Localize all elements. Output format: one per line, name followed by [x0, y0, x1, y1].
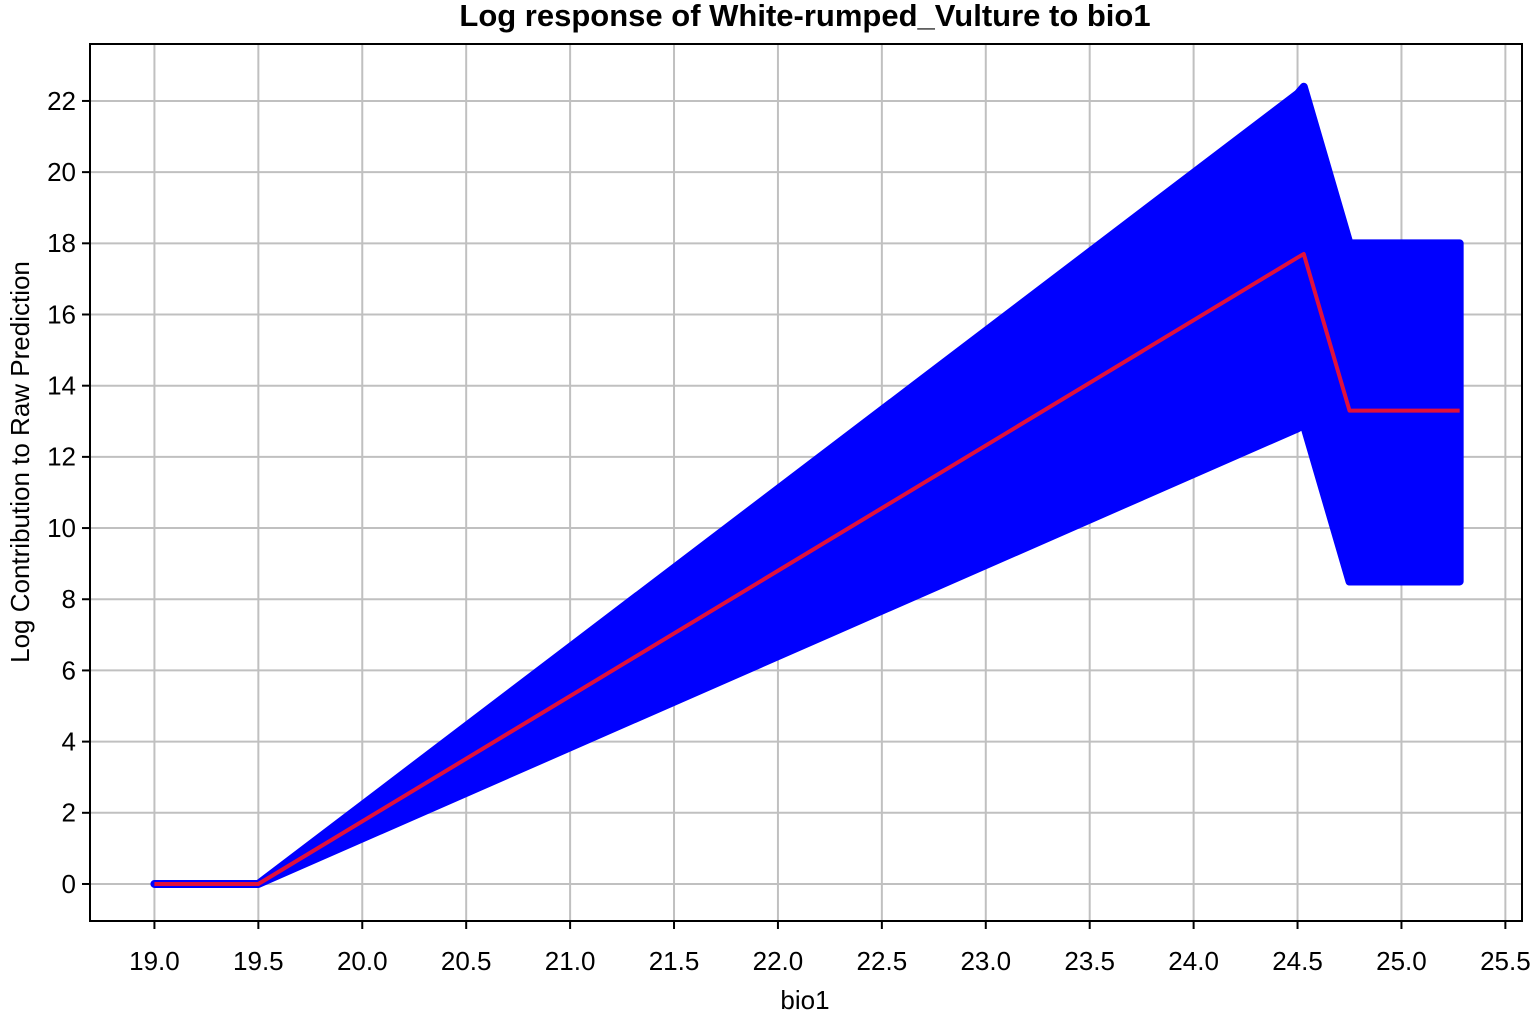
- y-tick-label: 6: [62, 655, 76, 685]
- y-tick-label: 0: [62, 869, 76, 899]
- y-tick-label: 20: [47, 157, 76, 187]
- x-tick-label: 25.5: [1480, 946, 1531, 976]
- x-tick-label: 20.0: [337, 946, 388, 976]
- x-tick-label: 19.5: [233, 946, 284, 976]
- y-tick-label: 12: [47, 442, 76, 472]
- chart-title: Log response of White-rumped_Vulture to …: [459, 0, 1150, 33]
- confidence-band: [150, 82, 1464, 888]
- x-tick-label: 25.0: [1376, 946, 1427, 976]
- x-tick-label: 19.0: [129, 946, 180, 976]
- y-tick-label: 10: [47, 513, 76, 543]
- y-tick-label: 22: [47, 86, 76, 116]
- x-tick-label: 24.0: [1168, 946, 1219, 976]
- plot-frame: [89, 43, 1523, 922]
- x-tick-label: 21.0: [545, 946, 596, 976]
- x-tick-label: 23.5: [1064, 946, 1115, 976]
- y-tick-label: 14: [47, 371, 76, 401]
- response-line: [154, 251, 1460, 886]
- x-tick-label: 21.5: [649, 946, 700, 976]
- y-tick-label: 4: [62, 726, 76, 756]
- x-tick-label: 24.5: [1272, 946, 1323, 976]
- x-axis-label: bio1: [780, 985, 829, 1015]
- y-tick-label: 18: [47, 228, 76, 258]
- x-tick-label: 22.5: [857, 946, 908, 976]
- y-axis-label: Log Contribution to Raw Prediction: [5, 261, 35, 663]
- y-tick-label: 16: [47, 299, 76, 329]
- y-tick-label: 2: [62, 798, 76, 828]
- x-tick-label: 22.0: [753, 946, 804, 976]
- x-tick-label: 20.5: [441, 946, 492, 976]
- y-tick-label: 8: [62, 584, 76, 614]
- x-tick-label: 23.0: [960, 946, 1011, 976]
